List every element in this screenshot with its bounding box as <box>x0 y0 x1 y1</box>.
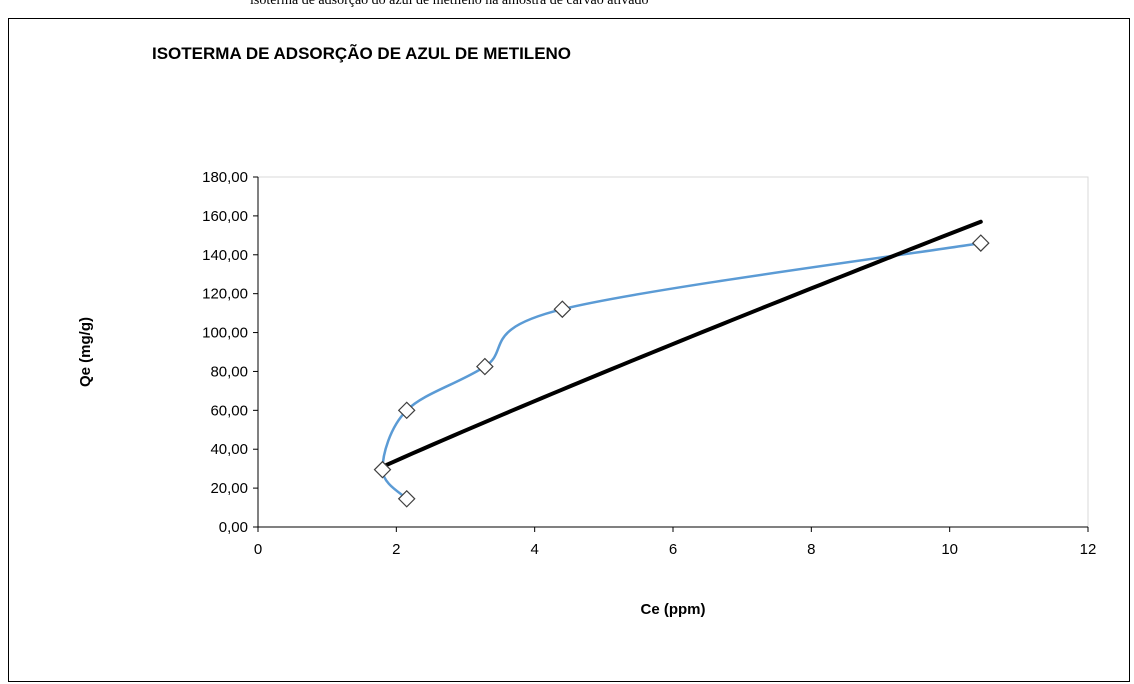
data-point <box>476 357 494 376</box>
y-tick-label: 40,00 <box>210 441 248 458</box>
x-tick-label: 4 <box>530 541 538 558</box>
chart-frame <box>8 18 1130 682</box>
data-point <box>553 300 572 319</box>
y-tick-label: 120,00 <box>202 286 248 303</box>
y-tick-label: 80,00 <box>210 363 248 380</box>
y-tick-label: 60,00 <box>210 402 248 419</box>
y-tick-label: 0,00 <box>219 519 248 536</box>
chart-title: ISOTERMA DE ADSORÇÃO DE AZUL DE METILENO <box>152 44 572 63</box>
top-caption: isoterma de adsorção do azul de metileno… <box>0 0 1134 16</box>
y-tick-label: 100,00 <box>202 325 248 342</box>
data-point <box>373 460 392 479</box>
x-tick-label: 2 <box>392 541 400 558</box>
y-tick-label: 160,00 <box>202 208 248 225</box>
y-axis-label: Qe (mg/g) <box>77 317 94 387</box>
data-point <box>397 401 416 420</box>
data-point <box>397 489 416 508</box>
y-tick-label: 180,00 <box>202 169 248 186</box>
top-caption-text: isoterma de adsorção do azul de metileno… <box>250 0 649 8</box>
series-line <box>381 241 981 500</box>
power-trendline <box>380 219 983 469</box>
data-point <box>971 234 990 252</box>
y-tick-label: 20,00 <box>210 480 248 497</box>
x-tick-label: 10 <box>941 541 958 558</box>
x-tick-label: 8 <box>807 541 815 558</box>
x-tick-label: 6 <box>669 541 677 558</box>
y-tick-label: 140,00 <box>202 247 248 264</box>
x-tick-label: 12 <box>1080 541 1097 558</box>
x-axis-label: Ce (ppm) <box>641 601 706 618</box>
x-tick-label: 0 <box>254 541 262 558</box>
